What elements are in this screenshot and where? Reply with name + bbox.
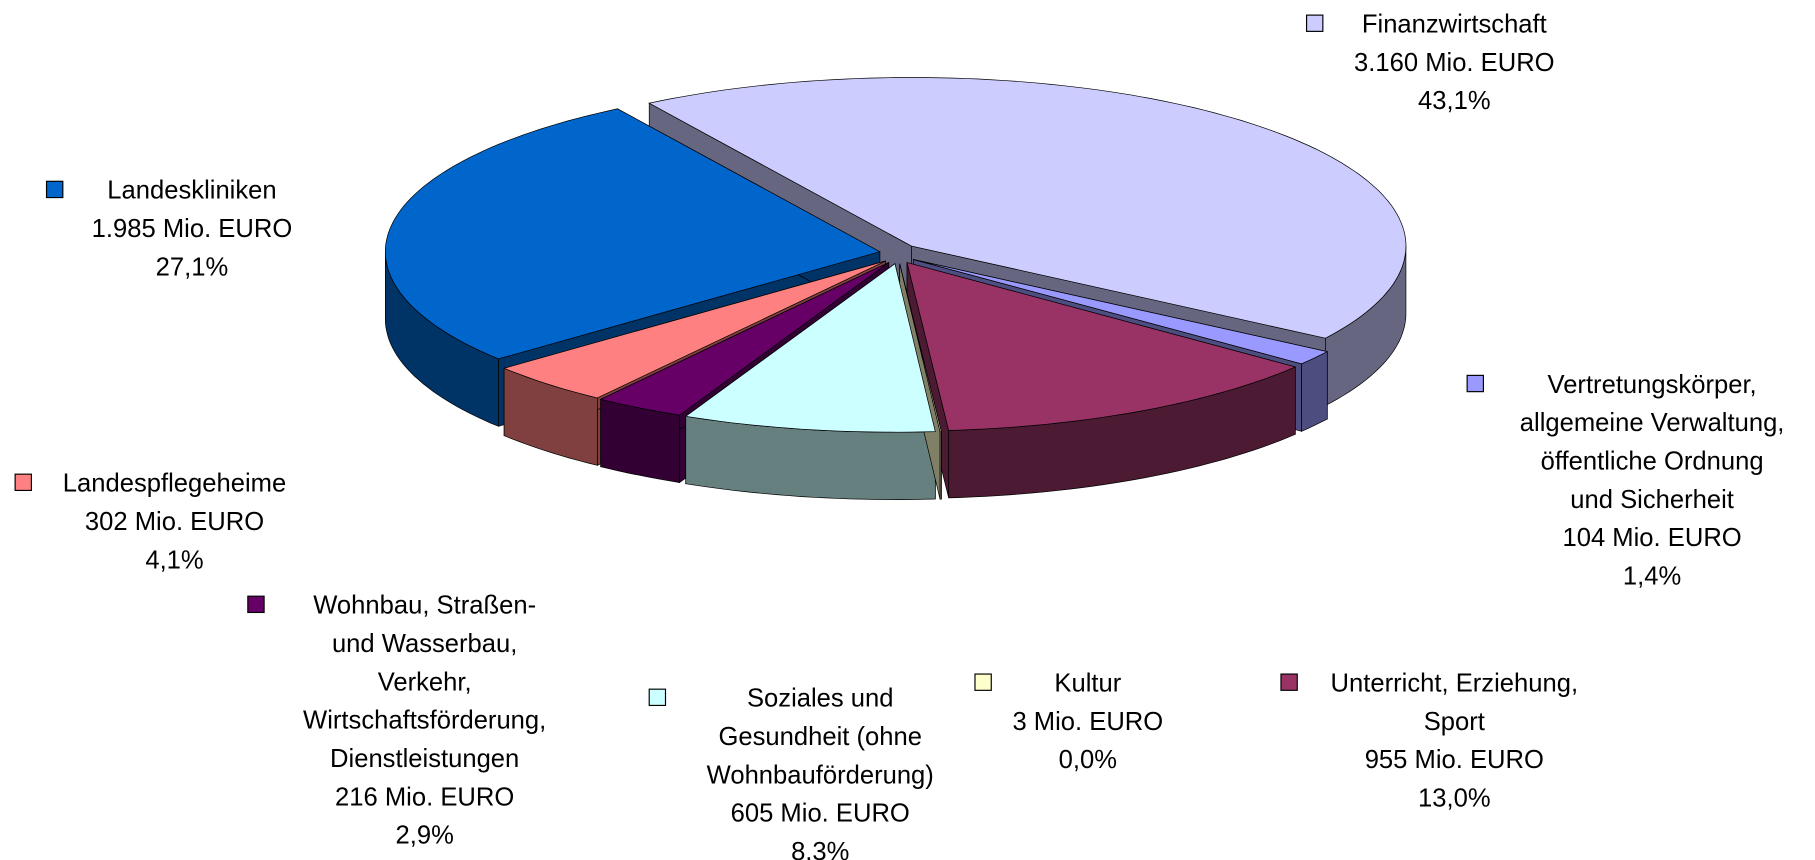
legend-swatch	[648, 688, 667, 707]
slice-label: Wohnbau, Straßen-und Wasserbau, Verkehr, W…	[303, 592, 546, 773]
value-label: 3 Mio. EURO	[1012, 708, 1163, 736]
percentage-label: 8,3%	[791, 838, 849, 860]
percentage-label: 2,9%	[395, 822, 453, 850]
slice-label: Soziales und Gesundheit (ohne Wohnbauförde…	[707, 685, 934, 790]
legend-swatch	[45, 180, 64, 199]
value-label: 1.985 Mio. EURO	[92, 215, 293, 243]
slice-wall	[1301, 351, 1328, 432]
slice-label: Finanzwirtschaft	[1362, 11, 1547, 39]
percentage-label: 0,0%	[1059, 746, 1117, 774]
slice	[913, 259, 1329, 365]
legend-swatch	[1305, 14, 1324, 32]
legend-swatch	[247, 595, 265, 614]
percentage-label: 13,0%	[1418, 785, 1491, 813]
slice-label: Vertretungskörper, allgemeine Verwaltung,…	[1520, 371, 1785, 514]
value-label: 216 Mio. EURO	[335, 783, 514, 811]
slice	[599, 262, 889, 416]
slice	[906, 262, 1297, 431]
slice	[503, 260, 886, 399]
legend-swatch	[1466, 374, 1484, 393]
percentage-label: 1,4%	[1623, 563, 1681, 591]
legend-swatch	[1280, 673, 1298, 691]
slice	[899, 263, 942, 433]
percentage-label: 27,1%	[156, 253, 229, 281]
value-label: 302 Mio. EURO	[85, 508, 264, 536]
percentage-label: 43,1%	[1418, 87, 1491, 115]
slice-label: Landeskliniken	[107, 177, 276, 205]
legend-swatch	[974, 673, 992, 691]
slice-wall	[939, 431, 942, 500]
slice	[384, 108, 881, 360]
slice	[684, 263, 936, 433]
slice	[648, 77, 1407, 339]
value-label: 3.160 Mio. EURO	[1354, 49, 1555, 77]
value-label: 104 Mio. EURO	[1563, 524, 1742, 552]
slice-label: Kultur	[1054, 669, 1121, 697]
slice-label: Unterricht, Erziehung, Sport	[1331, 669, 1579, 735]
percentage-label: 4,1%	[145, 546, 203, 574]
slice-label: Landespflegeheime	[63, 470, 286, 498]
value-label: 955 Mio. EURO	[1365, 746, 1544, 774]
value-label: 605 Mio. EURO	[731, 800, 910, 828]
legend-swatch	[14, 473, 32, 492]
